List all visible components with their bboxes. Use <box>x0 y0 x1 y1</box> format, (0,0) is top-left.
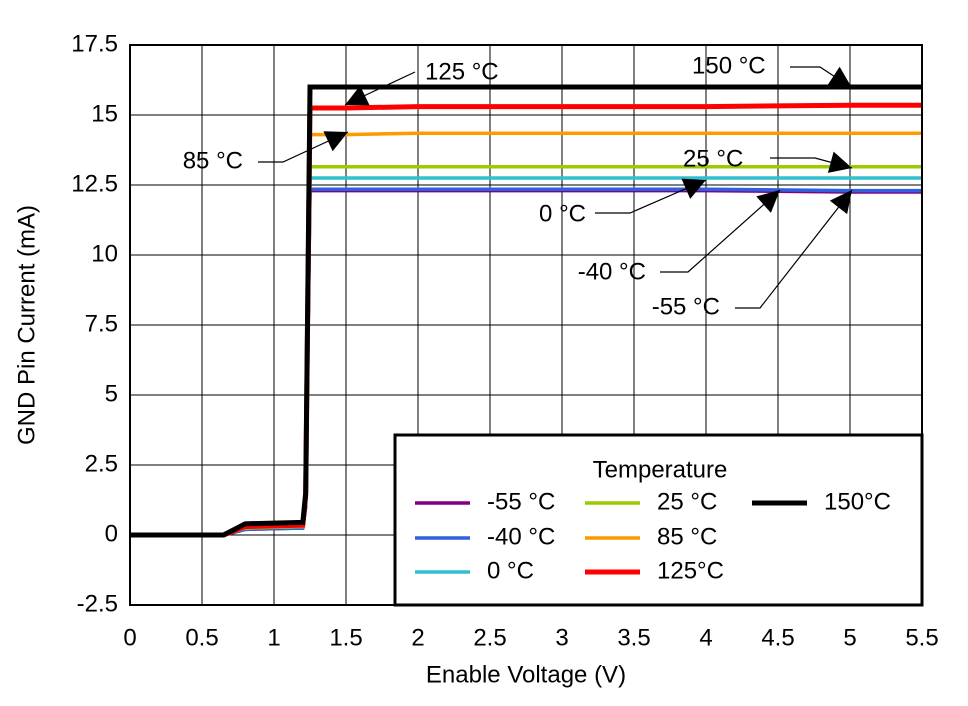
annotation: 25 °C <box>683 145 743 172</box>
y-axis-label: GND Pin Current (mA) <box>13 205 40 445</box>
x-tick-label: 0.5 <box>185 624 218 651</box>
y-tick-label: 12.5 <box>71 170 118 197</box>
x-axis-label: Enable Voltage (V) <box>426 661 626 688</box>
annotations: 125 °C 150 °C 85 °C 25 °C 0 °C -40 °C-55 °C <box>183 52 853 320</box>
y-tick-label: 0 <box>105 520 118 547</box>
legend-label: -55 °C <box>487 488 555 515</box>
x-tick-label: 1 <box>267 624 280 651</box>
legend-title: Temperature <box>593 456 728 483</box>
y-tick-label: 2.5 <box>85 450 118 477</box>
series-line <box>130 84 922 538</box>
y-tick-label: 17.5 <box>71 30 118 57</box>
lines <box>130 84 922 538</box>
legend-label: 25 °C <box>657 488 717 515</box>
annotation: 150 °C <box>692 52 766 79</box>
annotation: -40 °C <box>578 258 646 285</box>
x-tick-label: 5 <box>843 624 856 651</box>
legend-box <box>393 433 924 607</box>
annotation: -55 °C <box>652 293 720 320</box>
legend-label: 150°C <box>824 488 891 515</box>
annotation-arrow <box>770 151 853 173</box>
x-tick-label: 0 <box>123 624 136 651</box>
x-tick-label: 4.5 <box>761 624 794 651</box>
annotation-arrow <box>790 66 853 89</box>
annotation-arrow <box>344 71 416 106</box>
y-tick-label: 15 <box>91 100 118 127</box>
y-tick-label: 7.5 <box>85 310 118 337</box>
x-tick-label: 3.5 <box>617 624 650 651</box>
annotation-arrow <box>660 189 781 273</box>
x-tick-label: 3 <box>555 624 568 651</box>
annotation: 85 °C <box>183 147 243 174</box>
x-tick-label: 4 <box>699 624 712 651</box>
annotation-arrow <box>735 189 853 309</box>
legend-label: 0 °C <box>487 557 534 584</box>
y-tick-label: 5 <box>105 380 118 407</box>
annotation-arrow <box>258 131 349 163</box>
x-tick-label: 2.5 <box>473 624 506 651</box>
legend: -55 °C -40 °C 0 °C 25 °C 85 °C 125°C 150°C <box>415 488 891 584</box>
y-tick-label: -2.5 <box>77 590 118 617</box>
annotation: 0 °C <box>539 200 586 227</box>
annotation-arrow <box>595 178 707 214</box>
legend-label: -40 °C <box>487 523 555 550</box>
legend-label: 85 °C <box>657 523 717 550</box>
x-tick-label: 1.5 <box>329 624 362 651</box>
annotation: 125 °C <box>425 58 499 85</box>
x-tick-label: 2 <box>411 624 424 651</box>
y-tick-label: 10 <box>91 240 118 267</box>
x-tick-label: 5.5 <box>905 624 938 651</box>
legend-label: 125°C <box>657 557 724 584</box>
